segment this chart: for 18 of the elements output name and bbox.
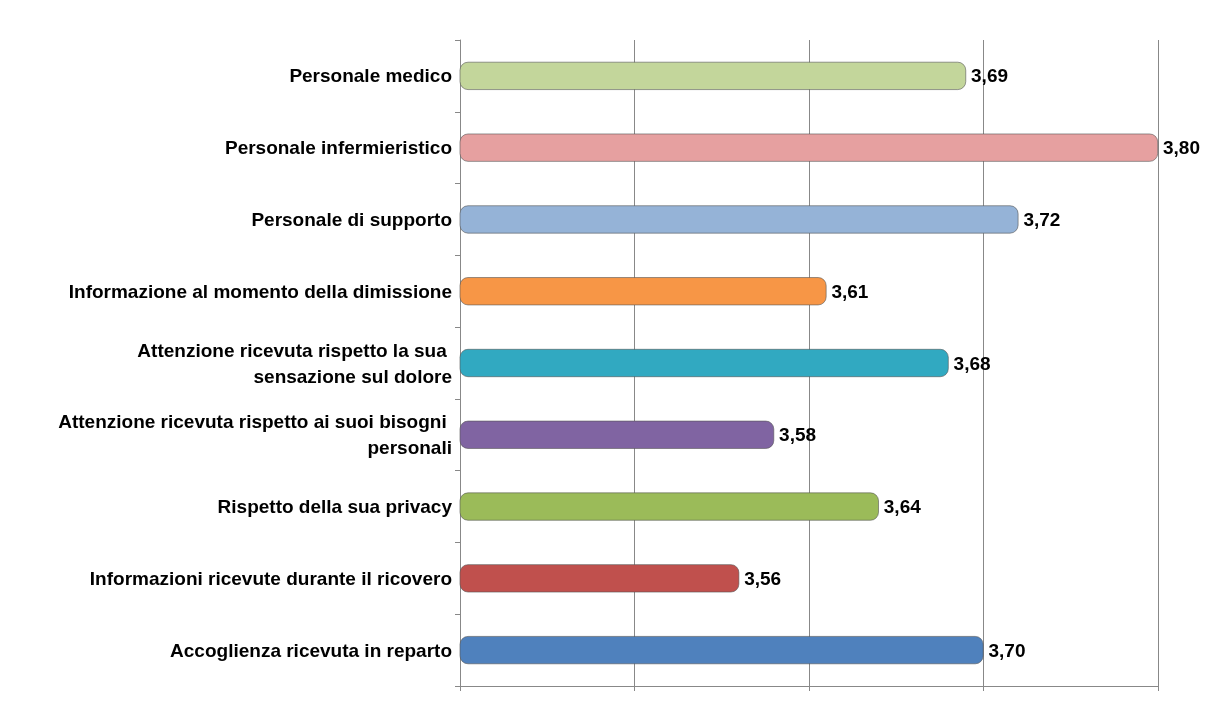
y-tick-label: Personale medico: [289, 65, 452, 87]
y-tick-label: Informazioni ricevute durante il ricovero: [89, 567, 452, 589]
data-label: 3,68: [953, 352, 991, 374]
y-tick-label: Personale di supporto: [251, 208, 452, 230]
y-tick-label: Rispetto della sua privacy: [217, 496, 453, 518]
data-label: 3,64: [883, 496, 922, 518]
data-label: 3,70: [988, 639, 1026, 661]
y-tick-label: Attenzione ricevuta rispetto la sua sensazione sul dolore: [137, 339, 452, 387]
data-label: 3,72: [1023, 208, 1061, 230]
y-tick-label: Informazione al momento della dimissione: [68, 280, 452, 302]
y-tick-label: Accoglienza ricevuta in reparto: [170, 639, 452, 661]
y-tick-label: Attenzione ricevuta rispetto ai suoi bisogni personali: [58, 411, 452, 459]
data-label: 3,58: [779, 424, 817, 446]
data-label: 3,80: [1163, 137, 1200, 159]
data-label: 3,69: [971, 65, 1009, 87]
data-label: 3,56: [744, 567, 782, 589]
data-label: 3,61: [831, 280, 869, 302]
y-tick-label: Personale infermieristico: [224, 137, 452, 159]
